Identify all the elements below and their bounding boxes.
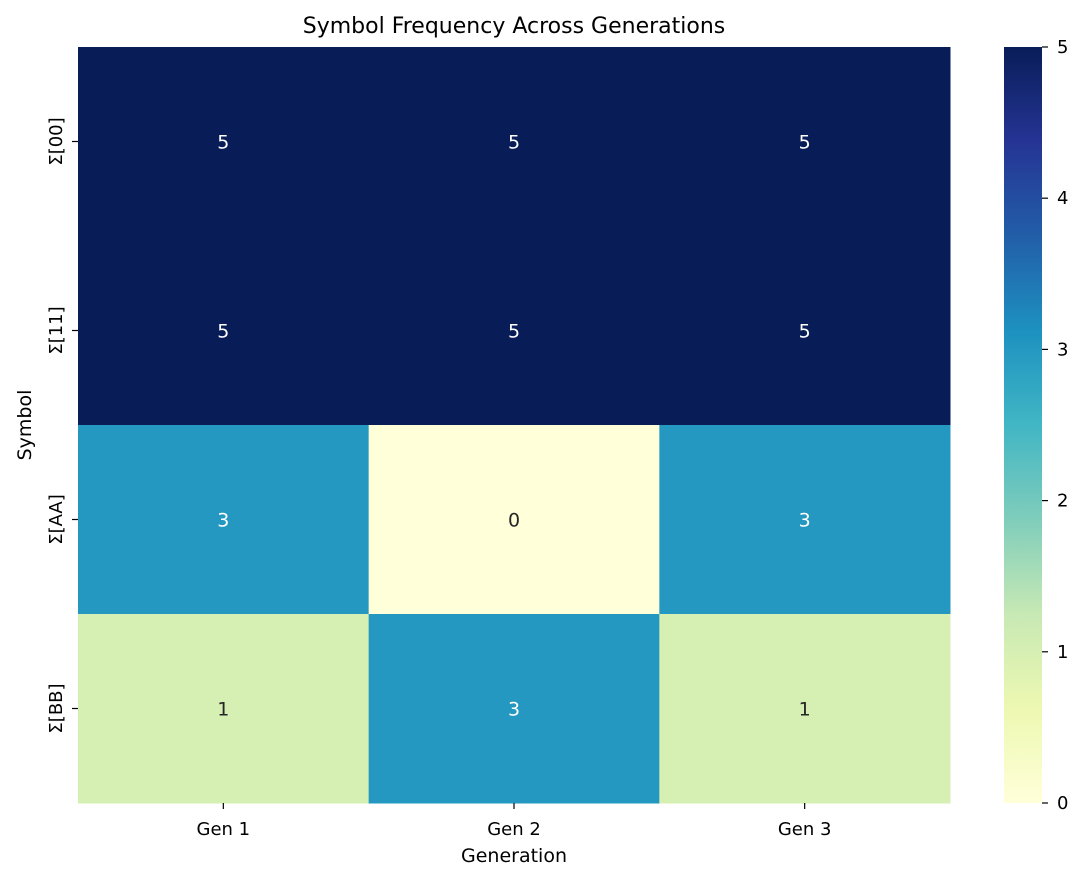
cell-value-label: 5	[217, 321, 229, 343]
x-axis-label: Generation	[461, 845, 567, 867]
cell-value-label: 0	[508, 510, 520, 532]
colorbar-tick-label: 0	[1057, 793, 1068, 814]
x-axis-ticks: Gen 1 Gen 2 Gen 3	[197, 803, 832, 840]
cell-value-label: 5	[799, 321, 811, 343]
heatmap-cells: 5 5 5 5 5 5 3 0 3 1 3 1	[78, 47, 951, 804]
heatmap-cell	[659, 47, 951, 237]
heatmap-cell	[78, 236, 370, 426]
colorbar-tick-label: 3	[1057, 339, 1068, 360]
heatmap-cell	[659, 425, 951, 615]
cell-value-label: 5	[799, 132, 811, 154]
cell-value-label: 1	[217, 699, 229, 721]
cell-value-label: 3	[217, 510, 229, 532]
heatmap-cell	[368, 236, 660, 426]
heatmap-cell	[78, 425, 370, 615]
colorbar-tick-label: 1	[1057, 642, 1068, 663]
heatmap-cell	[368, 47, 660, 237]
y-tick-label: Σ[00]	[46, 117, 67, 165]
colorbar-tick-label: 2	[1057, 491, 1068, 512]
y-axis-label: Symbol	[14, 390, 36, 461]
y-tick-label: Σ[AA]	[46, 494, 67, 545]
colorbar-tick-label: 5	[1057, 37, 1068, 58]
cell-value-label: 5	[508, 321, 520, 343]
cell-value-label: 3	[508, 699, 520, 721]
cell-value-label: 5	[217, 132, 229, 154]
colorbar-ticks: 0 1 2 3 4 5	[1042, 37, 1068, 814]
x-tick-label: Gen 3	[778, 819, 832, 840]
cell-value-label: 5	[508, 132, 520, 154]
heatmap-cell	[659, 614, 951, 804]
y-axis-ticks: Σ[00] Σ[11] Σ[AA] Σ[BB]	[46, 117, 78, 734]
heatmap-cell	[368, 425, 660, 615]
y-tick-label: Σ[BB]	[46, 683, 67, 733]
colorbar-tick-label: 4	[1057, 188, 1068, 209]
heatmap-cell	[368, 614, 660, 804]
cell-value-label: 3	[799, 510, 811, 532]
heatmap-cell	[78, 47, 370, 237]
heatmap-cell	[659, 236, 951, 426]
colorbar	[1004, 47, 1042, 803]
chart-title: Symbol Frequency Across Generations	[303, 14, 725, 39]
x-tick-label: Gen 2	[487, 819, 541, 840]
x-tick-label: Gen 1	[197, 819, 251, 840]
y-tick-label: Σ[11]	[46, 306, 67, 354]
heatmap-cell	[78, 614, 370, 804]
cell-value-label: 1	[799, 699, 811, 721]
